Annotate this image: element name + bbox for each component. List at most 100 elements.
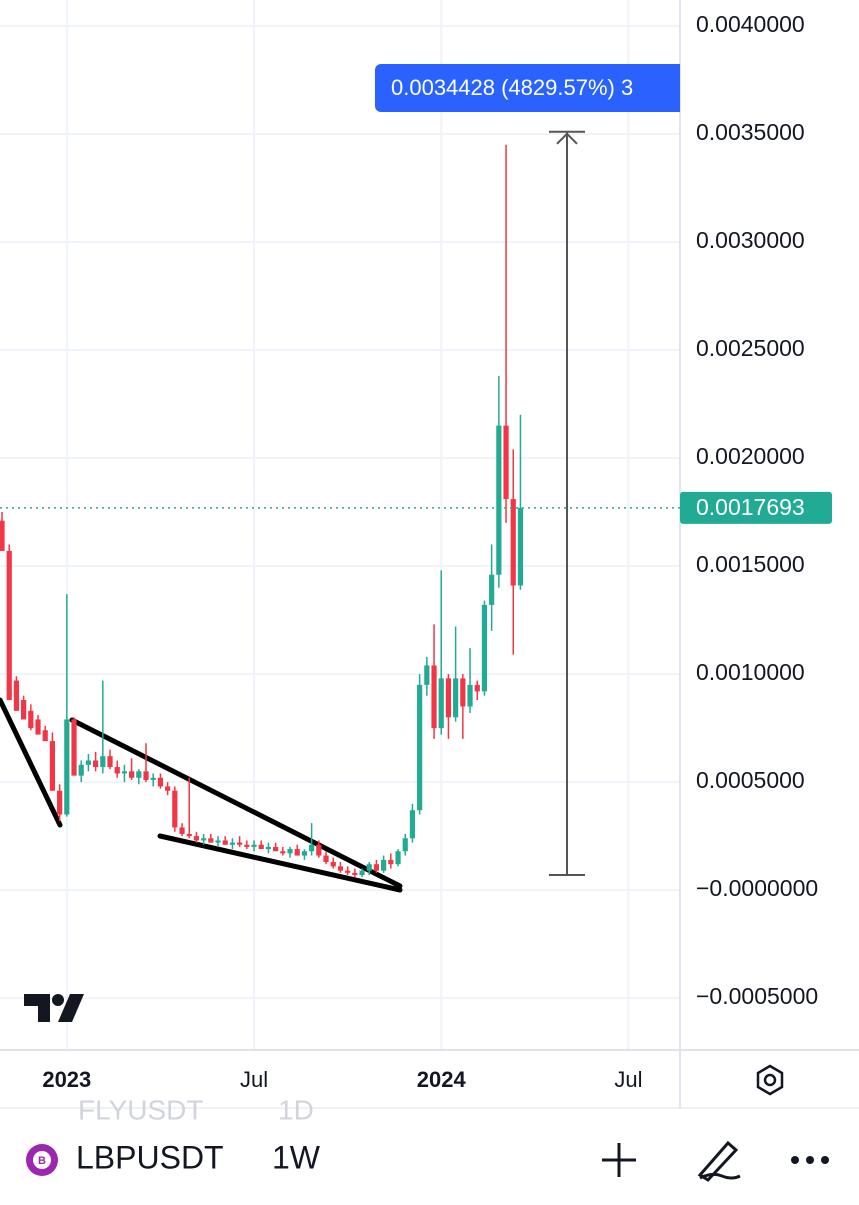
candle-body xyxy=(323,855,329,863)
candle-body xyxy=(489,574,495,605)
candle-body xyxy=(510,499,516,586)
candle-body xyxy=(186,833,192,837)
candle-body xyxy=(424,665,430,685)
settings-icon[interactable] xyxy=(756,1064,784,1096)
candle-body xyxy=(193,836,200,841)
candle-body xyxy=(273,846,279,852)
candle-body xyxy=(337,866,344,871)
candle-body xyxy=(359,870,365,875)
y-tick-label: −0.0005000 xyxy=(696,983,818,1009)
y-tick-label: 0.0015000 xyxy=(696,551,805,577)
measure-label-group: 0.0034428 (4829.57%) 3 xyxy=(375,64,680,112)
candle-body xyxy=(35,719,41,735)
candle-body xyxy=(0,520,5,551)
candle-body xyxy=(114,766,120,774)
candle-body xyxy=(395,851,401,865)
candle-body xyxy=(251,844,257,847)
y-tick-label: 0.0025000 xyxy=(696,335,805,361)
y-tick-label: 0.0030000 xyxy=(696,227,805,253)
grid xyxy=(0,0,680,1050)
faded-interval: 1D xyxy=(278,1094,314,1125)
y-tick-label: −0.0000000 xyxy=(696,875,818,901)
candle-body xyxy=(244,844,250,847)
candle-body xyxy=(13,680,20,711)
add-button[interactable] xyxy=(602,1143,636,1177)
x-tick-label: 2024 xyxy=(417,1067,467,1092)
x-tick-label: 2023 xyxy=(42,1067,91,1092)
candle-body xyxy=(57,790,63,815)
candle-body xyxy=(381,859,387,871)
measure-badge xyxy=(375,64,680,112)
candle-body xyxy=(208,838,214,843)
candle-body xyxy=(6,550,12,700)
y-tick-label: 0.0010000 xyxy=(696,659,805,685)
candle-body xyxy=(93,760,99,767)
candle-body xyxy=(21,700,27,720)
candle-body xyxy=(294,849,300,856)
y-tick-label: 0.0035000 xyxy=(696,119,805,145)
candle-body xyxy=(237,842,243,845)
candle-body xyxy=(496,425,502,575)
y-tick-label: 0.0040000 xyxy=(696,11,805,37)
candle-body xyxy=(107,756,113,767)
candle-body xyxy=(280,851,286,854)
candle-body xyxy=(474,684,480,692)
candle-body xyxy=(438,678,444,729)
y-tick-label: 0.0005000 xyxy=(696,767,805,793)
candle-body xyxy=(78,764,84,776)
candle-body xyxy=(265,846,272,850)
candle-body xyxy=(129,771,135,778)
candle-body xyxy=(150,777,156,780)
y-tick-label: 0.0020000 xyxy=(696,443,805,469)
candle-body xyxy=(229,842,236,845)
candle-body xyxy=(136,771,142,778)
candle-body xyxy=(467,684,473,707)
faded-symbol: FLYUSDT xyxy=(78,1094,204,1125)
candle-body xyxy=(417,684,423,811)
candle-body xyxy=(165,786,171,791)
candle-body xyxy=(345,870,351,873)
trend-line xyxy=(69,717,403,889)
candle-body xyxy=(49,741,56,791)
x-tick-label: Jul xyxy=(240,1067,268,1092)
more-button[interactable] xyxy=(791,1156,829,1164)
candle-body xyxy=(460,678,466,707)
candle-body xyxy=(215,840,221,843)
candle-body xyxy=(179,827,185,834)
candle-body xyxy=(121,771,128,774)
candle-body xyxy=(352,872,358,875)
candle-body xyxy=(316,844,322,856)
tv-logo xyxy=(24,994,84,1022)
candle-body xyxy=(64,719,70,815)
trend-line xyxy=(0,697,63,828)
measure-label: 0.0034428 (4829.57%) 3 xyxy=(391,75,633,100)
candle-body xyxy=(409,810,416,839)
candle-body xyxy=(309,844,315,852)
interval[interactable]: 1W xyxy=(272,1139,321,1175)
candle-body xyxy=(287,849,293,854)
candle-body xyxy=(503,425,509,500)
candle-body xyxy=(42,730,48,742)
candle-body xyxy=(453,678,459,718)
last-price-badge xyxy=(680,491,832,524)
candle-body xyxy=(481,604,488,692)
trend-line xyxy=(157,833,403,893)
candle-body xyxy=(157,777,164,787)
candle-body xyxy=(100,756,106,767)
candle-body xyxy=(258,844,264,850)
x-tick-label: Jul xyxy=(614,1067,642,1092)
candle-body xyxy=(85,760,92,765)
svg-text:B: B xyxy=(38,1155,46,1167)
candle-body xyxy=(517,507,524,586)
symbol-icon: B xyxy=(26,1144,58,1176)
candle-body xyxy=(143,771,149,780)
candle-body xyxy=(445,678,452,718)
symbol[interactable]: LBPUSDT xyxy=(76,1139,224,1175)
candle-body xyxy=(402,838,408,852)
candle-body xyxy=(431,665,437,729)
candle-body xyxy=(172,790,178,828)
measure-arrow xyxy=(556,132,578,145)
draw-button[interactable] xyxy=(697,1140,741,1182)
